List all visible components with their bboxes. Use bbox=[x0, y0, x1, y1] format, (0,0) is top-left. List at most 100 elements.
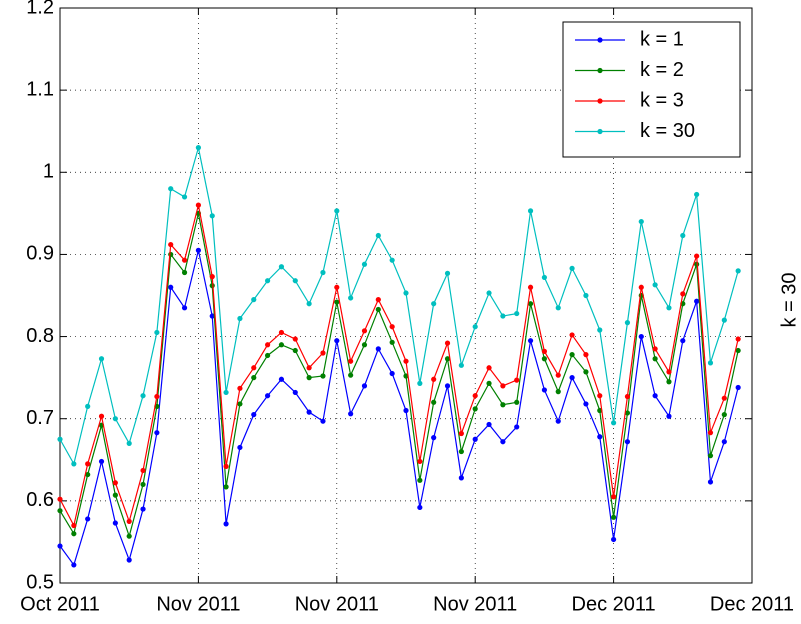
series-marker bbox=[583, 369, 589, 375]
series-marker bbox=[237, 401, 243, 407]
series-marker bbox=[348, 411, 354, 417]
series-marker bbox=[209, 313, 215, 319]
series-marker bbox=[597, 393, 603, 399]
series-marker bbox=[320, 418, 326, 424]
y-tick-label: 0.8 bbox=[26, 325, 54, 347]
series-marker bbox=[694, 298, 700, 304]
series-marker bbox=[375, 306, 381, 313]
series-marker bbox=[237, 444, 243, 451]
series-marker bbox=[666, 379, 672, 385]
series-marker bbox=[361, 328, 368, 334]
series-marker bbox=[334, 208, 340, 214]
series-marker bbox=[486, 380, 492, 386]
series-marker bbox=[721, 439, 727, 445]
series-marker bbox=[638, 218, 644, 225]
y-tick-label: 1.1 bbox=[26, 78, 54, 100]
series-marker bbox=[389, 370, 395, 377]
series-marker bbox=[735, 384, 741, 391]
series-marker bbox=[251, 365, 257, 371]
series-marker bbox=[555, 372, 561, 378]
series-marker bbox=[348, 295, 354, 301]
series-marker bbox=[611, 514, 617, 520]
series-marker bbox=[458, 362, 464, 368]
y-tick-label: 0.9 bbox=[26, 243, 54, 265]
series-marker bbox=[57, 436, 63, 442]
series-marker bbox=[140, 481, 146, 488]
series-marker bbox=[527, 208, 534, 214]
series-marker bbox=[500, 313, 506, 319]
series-marker bbox=[527, 338, 534, 344]
series-marker bbox=[223, 484, 229, 490]
y-tick-label: 0.6 bbox=[26, 489, 54, 511]
series-marker bbox=[458, 448, 464, 455]
series-marker bbox=[251, 412, 257, 418]
series-marker bbox=[71, 522, 77, 529]
series-marker bbox=[638, 284, 644, 290]
legend-label: k = 30 bbox=[640, 120, 695, 142]
series-marker bbox=[348, 358, 354, 364]
y-tick-label: 0.7 bbox=[26, 407, 54, 429]
series-marker bbox=[680, 338, 686, 344]
series-marker bbox=[652, 346, 658, 352]
series-marker bbox=[251, 375, 257, 381]
series-marker bbox=[320, 350, 326, 356]
series-marker bbox=[707, 453, 714, 459]
series-marker bbox=[57, 543, 63, 549]
series-marker bbox=[375, 232, 381, 239]
series-marker bbox=[500, 439, 506, 445]
series-marker bbox=[112, 480, 118, 486]
series-marker bbox=[209, 213, 215, 219]
series-marker bbox=[154, 430, 160, 436]
series-marker bbox=[431, 376, 437, 382]
series-marker bbox=[126, 557, 132, 563]
series-marker bbox=[541, 274, 548, 281]
series-marker bbox=[486, 421, 492, 428]
series-marker bbox=[361, 383, 368, 389]
series-marker bbox=[237, 385, 243, 391]
series-line bbox=[59, 204, 739, 528]
series-marker bbox=[140, 506, 146, 512]
x-tick-label: Oct 2011 bbox=[20, 593, 100, 615]
series-line bbox=[59, 147, 739, 466]
series-marker bbox=[624, 393, 631, 400]
legend-label: k = 3 bbox=[640, 89, 684, 111]
series-marker bbox=[472, 406, 478, 412]
series-marker bbox=[624, 410, 631, 416]
series-marker bbox=[292, 347, 298, 354]
series-marker bbox=[375, 297, 381, 303]
legend-label: k = 1 bbox=[640, 28, 684, 50]
series-marker bbox=[666, 305, 672, 311]
series-marker bbox=[721, 317, 727, 323]
series-marker bbox=[126, 440, 132, 446]
series-marker bbox=[444, 270, 451, 276]
series-marker bbox=[472, 436, 478, 442]
series-marker bbox=[527, 284, 534, 290]
series-marker bbox=[500, 402, 506, 408]
series-marker bbox=[223, 389, 229, 396]
series-marker bbox=[389, 324, 395, 330]
series-marker bbox=[306, 365, 312, 371]
series-marker bbox=[514, 377, 520, 383]
series-marker bbox=[611, 536, 617, 543]
series-marker bbox=[278, 329, 285, 336]
series-marker bbox=[541, 356, 548, 362]
series-marker bbox=[85, 461, 91, 467]
series-line bbox=[59, 213, 739, 539]
series-marker bbox=[389, 339, 395, 345]
series-marker bbox=[209, 274, 215, 280]
series-marker bbox=[444, 383, 451, 389]
series-marker bbox=[292, 336, 298, 342]
series-marker bbox=[721, 412, 727, 418]
series-marker bbox=[611, 494, 617, 500]
series-marker bbox=[85, 516, 91, 522]
x-tick-label: Dec 2011 bbox=[710, 593, 794, 615]
series-marker bbox=[223, 521, 229, 527]
series-marker bbox=[126, 533, 132, 539]
series-marker bbox=[569, 265, 575, 271]
series-marker bbox=[652, 356, 658, 362]
series-marker bbox=[652, 393, 658, 399]
series-marker bbox=[140, 467, 146, 474]
series-marker bbox=[444, 356, 451, 362]
series-marker bbox=[583, 352, 589, 358]
